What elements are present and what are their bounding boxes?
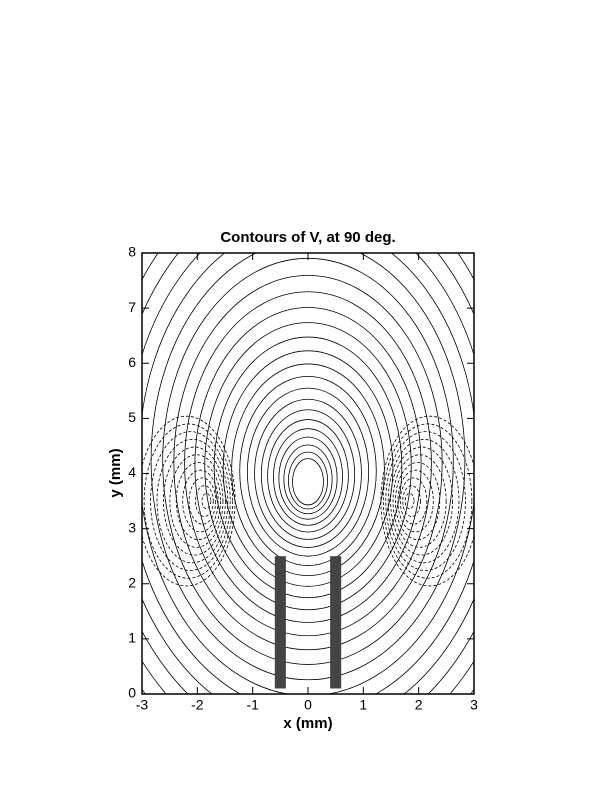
contour bbox=[395, 462, 441, 541]
x-tick-label: 0 bbox=[304, 697, 312, 713]
contour bbox=[397, 469, 434, 533]
contour bbox=[239, 375, 377, 566]
contour bbox=[399, 477, 428, 525]
contour-lines bbox=[142, 253, 474, 694]
y-tick-label: 8 bbox=[128, 244, 136, 260]
contour bbox=[162, 257, 454, 665]
contour bbox=[382, 423, 473, 579]
contour bbox=[188, 477, 217, 525]
contour bbox=[380, 415, 474, 587]
contour bbox=[402, 485, 421, 517]
contour bbox=[404, 492, 415, 510]
contour bbox=[267, 419, 349, 533]
contour bbox=[150, 431, 231, 571]
contour bbox=[194, 307, 422, 623]
y-axis-label: y (mm) bbox=[107, 448, 124, 497]
contour bbox=[283, 444, 333, 515]
electrode bbox=[330, 556, 342, 689]
chart-title: Contours of V, at 90 deg. bbox=[220, 229, 395, 246]
contour bbox=[201, 492, 212, 510]
contour bbox=[163, 446, 226, 556]
contour bbox=[204, 322, 412, 611]
x-tick-label: -2 bbox=[191, 697, 204, 713]
x-tick-label: 1 bbox=[359, 697, 367, 713]
y-tick-label: 0 bbox=[128, 685, 136, 701]
y-tick-label: 2 bbox=[128, 574, 136, 590]
y-tick-label: 6 bbox=[128, 354, 136, 370]
contour bbox=[387, 438, 460, 564]
contour bbox=[156, 438, 229, 564]
contour bbox=[278, 436, 338, 520]
contour bbox=[254, 398, 362, 548]
y-tick-label: 5 bbox=[128, 409, 136, 425]
plot-frame bbox=[141, 252, 475, 695]
contour bbox=[260, 409, 356, 540]
x-tick-label: -3 bbox=[136, 697, 149, 713]
contour bbox=[150, 253, 466, 681]
electrode bbox=[274, 556, 286, 689]
contour bbox=[169, 454, 224, 548]
contour bbox=[182, 469, 219, 533]
y-tick-label: 7 bbox=[128, 299, 136, 315]
contour bbox=[142, 253, 474, 694]
contour bbox=[390, 446, 453, 556]
y-tick-label: 4 bbox=[128, 464, 136, 480]
contour bbox=[246, 387, 370, 557]
contour bbox=[385, 431, 466, 571]
contour bbox=[173, 274, 443, 651]
x-axis-label: x (mm) bbox=[283, 715, 332, 732]
contour bbox=[175, 462, 221, 541]
contour bbox=[142, 688, 474, 694]
contour bbox=[292, 458, 324, 506]
contour bbox=[142, 415, 236, 587]
contour bbox=[184, 291, 432, 637]
x-tick-label: 3 bbox=[470, 697, 478, 713]
contour bbox=[288, 451, 328, 510]
contour bbox=[273, 428, 343, 526]
y-tick-label: 3 bbox=[128, 519, 136, 535]
contour bbox=[143, 423, 234, 579]
x-tick-label: -1 bbox=[246, 697, 259, 713]
x-tick-label: 2 bbox=[415, 697, 423, 713]
y-tick-label: 1 bbox=[128, 630, 136, 646]
contour bbox=[222, 350, 394, 587]
contour bbox=[392, 454, 447, 548]
contour bbox=[195, 485, 214, 517]
